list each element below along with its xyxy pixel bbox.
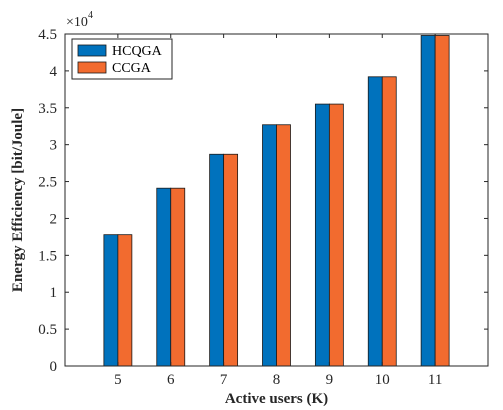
bar-hcqga-5 — [103, 234, 119, 367]
y-tick-label: 4.5 — [38, 27, 57, 43]
bar-hcqga-9 — [314, 103, 330, 367]
bar-hcqga-6 — [156, 187, 172, 367]
legend-swatch-ccga — [77, 61, 107, 74]
bar-ccga-8 — [276, 124, 291, 367]
bar-ccga-10 — [381, 76, 397, 367]
bar-ccga-9 — [328, 103, 344, 367]
x-tick-label: 8 — [273, 372, 281, 388]
legend-label-ccga: CCGA — [112, 61, 152, 76]
legend-swatch-hcqga — [77, 44, 107, 57]
y-tick-label: 1 — [50, 285, 58, 301]
y-tick-label: 3 — [50, 138, 58, 154]
y-tick-label: 2.5 — [38, 175, 57, 191]
bar-hcqga-10 — [367, 76, 383, 367]
x-tick-label: 7 — [220, 372, 228, 388]
y-tick-label: 3.5 — [38, 101, 57, 117]
bars-layer — [103, 35, 450, 367]
legend: HCQGA CCGA — [71, 38, 173, 80]
ticks-layer: 5 6 7 8 9 10 11 0 0.5 1 1.5 2 2.5 3 3.5 4 4.5 — [38, 27, 488, 388]
x-tick-label: 9 — [326, 372, 334, 388]
bar-ccga-5 — [117, 234, 133, 367]
y-tick-label: 0 — [50, 359, 58, 375]
x-tick-label: 6 — [167, 372, 175, 388]
bar-hcqga-11 — [420, 35, 436, 367]
bar-hcqga-8 — [262, 124, 277, 367]
y-tick-label: 1.5 — [38, 248, 57, 264]
legend-label-hcqga: HCQGA — [112, 44, 163, 59]
bar-ccga-7 — [223, 153, 239, 367]
y-multiplier-exponent: 4 — [88, 10, 93, 21]
y-axis-title: Energy Efficiency [bit/Joule] — [10, 108, 26, 292]
x-tick-label: 5 — [114, 372, 122, 388]
bar-hcqga-7 — [209, 153, 225, 367]
x-tick-label: 11 — [428, 372, 442, 388]
x-axis-title: Active users (K) — [225, 391, 328, 407]
y-tick-label: 2 — [50, 211, 58, 227]
y-tick-label: 4 — [50, 64, 58, 80]
x-tick-label: 10 — [375, 372, 390, 388]
bar-ccga-6 — [170, 187, 186, 367]
y-tick-label: 0.5 — [38, 322, 57, 338]
bar-ccga-11 — [434, 35, 450, 367]
y-multiplier-base: ×10 — [66, 15, 88, 30]
